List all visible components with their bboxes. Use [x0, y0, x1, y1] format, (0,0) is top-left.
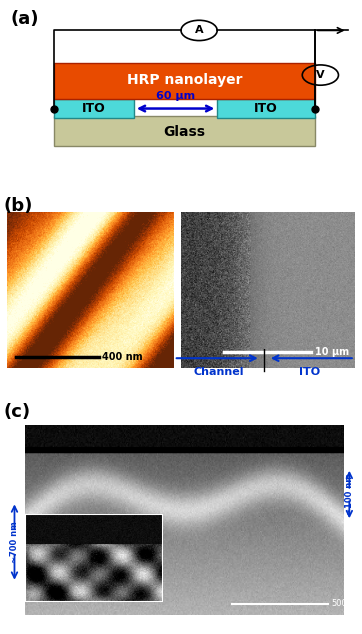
Text: Glass: Glass	[164, 125, 206, 139]
Text: 10 μm: 10 μm	[315, 347, 349, 357]
Text: V: V	[316, 70, 325, 80]
Text: A: A	[195, 25, 203, 36]
Text: HRP nanolayer: HRP nanolayer	[127, 73, 243, 87]
Text: 60 μm: 60 μm	[156, 91, 195, 101]
Text: ITO: ITO	[299, 367, 320, 377]
Text: 400 nm: 400 nm	[102, 352, 143, 362]
Text: ITO: ITO	[82, 102, 106, 115]
FancyBboxPatch shape	[217, 100, 315, 118]
Text: 500nm: 500nm	[331, 599, 361, 608]
Text: ~700 nm: ~700 nm	[10, 521, 19, 563]
Text: Channel: Channel	[194, 367, 244, 377]
FancyBboxPatch shape	[54, 115, 315, 146]
FancyBboxPatch shape	[54, 100, 134, 118]
Text: (c): (c)	[4, 403, 31, 421]
Text: ~100 nm: ~100 nm	[345, 474, 354, 515]
Text: ITO: ITO	[254, 102, 278, 115]
Text: (a): (a)	[11, 10, 39, 28]
Text: (b): (b)	[4, 197, 33, 215]
FancyBboxPatch shape	[54, 63, 315, 100]
